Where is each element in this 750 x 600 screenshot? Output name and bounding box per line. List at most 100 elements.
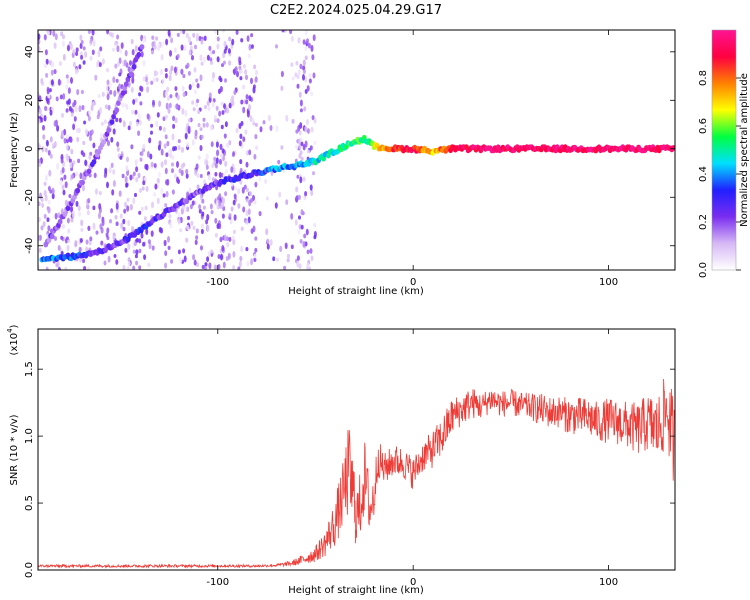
noise-speck: [109, 219, 112, 224]
noise-speck: [167, 96, 170, 101]
noise-speck: [303, 195, 307, 201]
noise-speck: [228, 60, 232, 66]
noise-speck: [297, 37, 301, 44]
noise-speck: [88, 110, 92, 115]
noise-speck: [101, 58, 105, 65]
noise-speck: [135, 177, 139, 183]
noise-speck: [196, 83, 200, 89]
noise-speck: [68, 105, 72, 112]
noise-speck: [236, 70, 239, 78]
noise-speck: [208, 92, 212, 99]
x-tick-label: 0: [410, 577, 416, 588]
snr-y-label: SNR (10 * v/v): [9, 414, 20, 485]
noise-speck: [62, 34, 65, 40]
signal-point: [139, 44, 145, 50]
noise-speck: [63, 137, 67, 144]
noise-speck: [311, 114, 315, 121]
noise-speck: [193, 88, 197, 95]
noise-speck: [55, 96, 59, 102]
signal-point: [75, 187, 81, 194]
noise-speck: [237, 266, 241, 270]
noise-speck: [160, 54, 164, 61]
noise-speck: [48, 169, 52, 177]
noise-speck: [187, 71, 191, 76]
noise-speck: [142, 144, 146, 150]
noise-speck: [191, 55, 194, 61]
noise-speck: [38, 118, 41, 124]
noise-speck: [106, 93, 110, 101]
noise-speck: [215, 105, 219, 111]
noise-speck: [81, 104, 85, 111]
svg-text:(x104): (x104): [6, 324, 20, 355]
noise-speck: [89, 39, 93, 44]
signal-point: [111, 113, 116, 120]
noise-speck: [291, 119, 295, 124]
noise-speck: [167, 236, 170, 243]
noise-speck: [40, 197, 44, 203]
noise-speck: [57, 266, 61, 270]
noise-speck: [237, 187, 241, 195]
noise-speck: [299, 239, 303, 244]
y-tick-label: -40: [24, 238, 35, 254]
noise-speck: [186, 206, 190, 213]
noise-speck: [238, 60, 242, 66]
noise-speck: [238, 140, 242, 147]
noise-speck: [53, 120, 57, 127]
noise-speck: [192, 225, 196, 231]
noise-speck: [46, 217, 50, 222]
noise-speck: [258, 211, 262, 217]
noise-speck: [192, 32, 196, 38]
noise-speck: [199, 173, 203, 179]
noise-speck: [160, 148, 164, 156]
noise-speck: [222, 60, 226, 65]
noise-speck: [189, 203, 193, 210]
colorbar-gradient: [712, 30, 736, 270]
noise-speck: [222, 30, 226, 33]
noise-speck: [38, 161, 42, 168]
noise-speck: [295, 129, 299, 134]
noise-speck: [94, 74, 98, 81]
noise-speck: [183, 255, 187, 263]
noise-speck: [222, 261, 226, 269]
noise-speck: [49, 153, 53, 159]
noise-speck: [277, 159, 281, 165]
noise-speck: [251, 118, 255, 124]
noise-speck: [191, 81, 195, 87]
noise-speck: [170, 37, 174, 44]
noise-speck: [196, 98, 200, 104]
noise-speck: [110, 208, 114, 214]
noise-speck: [67, 87, 71, 94]
noise-speck: [97, 50, 101, 58]
noise-speck: [138, 92, 142, 97]
noise-speck: [200, 245, 203, 251]
noise-speck: [300, 224, 304, 230]
noise-speck: [206, 256, 210, 262]
noise-speck: [308, 78, 312, 84]
noise-speck: [123, 59, 127, 67]
noise-speck: [208, 45, 212, 51]
noise-speck: [63, 128, 67, 136]
noise-speck: [60, 235, 64, 240]
noise-speck: [181, 85, 185, 92]
noise-speck: [218, 75, 222, 81]
snr-x-label: Height of straight line (km): [288, 585, 424, 596]
noise-speck: [310, 255, 314, 262]
noise-speck: [194, 129, 198, 137]
noise-speck: [40, 225, 44, 231]
noise-speck: [115, 221, 119, 227]
noise-speck: [150, 80, 154, 85]
noise-speck: [309, 248, 313, 254]
noise-speck: [241, 186, 245, 194]
noise-speck: [168, 149, 172, 155]
noise-speck: [151, 35, 155, 40]
noise-speck: [295, 60, 299, 66]
noise-speck: [186, 141, 190, 148]
noise-speck: [228, 139, 232, 146]
noise-speck: [195, 163, 199, 170]
noise-speck: [127, 66, 131, 73]
noise-speck: [224, 78, 227, 83]
noise-speck: [238, 123, 242, 129]
noise-speck: [214, 172, 218, 177]
noise-speck: [223, 41, 227, 48]
noise-speck: [126, 205, 130, 212]
